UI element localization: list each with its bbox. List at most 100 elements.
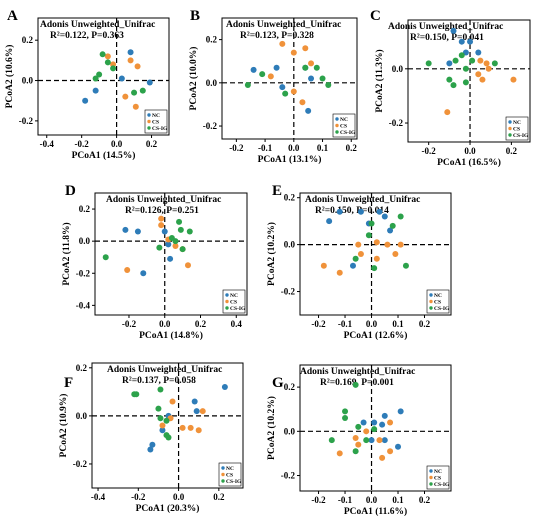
point-cs [308, 60, 315, 67]
x-tick-label: 0.0 [366, 319, 378, 329]
point-nc [381, 213, 388, 220]
point-cs-ig [155, 405, 162, 412]
point-cs-ig [244, 81, 251, 88]
point-cs [355, 241, 362, 248]
point-cs-ig [469, 57, 476, 64]
point-cs-ig [179, 246, 186, 253]
x-tick-label: 0.2 [146, 139, 158, 149]
x-axis-label: PCoA1 (12.6%) [344, 330, 408, 341]
legend-marker-cs [508, 126, 512, 131]
legend-marker-cs [221, 472, 225, 477]
legend-label-nc: NC [230, 293, 238, 299]
point-cs-ig [462, 79, 469, 86]
point-nc [122, 226, 129, 233]
legend-label-cs-ig: CS-IG [513, 133, 529, 139]
point-cs [373, 239, 380, 246]
legend-label-nc: NC [152, 113, 160, 119]
y-tick-label: 0.2 [22, 35, 34, 45]
x-tick-label: -0.1 [338, 319, 353, 329]
y-tick-label: -0.2 [389, 118, 404, 128]
legend-marker-cs [225, 299, 229, 304]
point-nc [92, 87, 99, 94]
point-nc [127, 49, 134, 56]
point-nc [467, 38, 474, 45]
legend-marker-nc [147, 113, 151, 117]
x-tick-label: 0.0 [173, 492, 185, 502]
point-cs-ig [371, 265, 378, 272]
legend-marker-cs-ig [508, 133, 512, 137]
y-tick-label: 0.0 [392, 64, 404, 74]
y-axis-label: PCoA2 (11.8%) [61, 222, 72, 285]
x-axis-label: PCoA1 (16.5%) [437, 157, 501, 168]
y-tick-label: -0.2 [76, 268, 91, 278]
point-nc [336, 208, 343, 215]
legend-label-cs: CS [152, 120, 159, 126]
point-cs [104, 53, 111, 60]
panel-letter: G [272, 375, 284, 391]
point-cs-ig [402, 262, 409, 269]
point-cs [376, 437, 383, 444]
point-cs-ig [99, 51, 106, 58]
point-cs [392, 251, 399, 257]
point-cs-ig [92, 75, 99, 82]
point-nc [368, 437, 375, 444]
point-cs-ig [342, 408, 349, 415]
point-cs-ig [365, 232, 372, 239]
y-tick-label: 0.2 [76, 363, 88, 373]
stat-annotation: R²=0.123, P=0.328 [240, 31, 314, 41]
chart-title: Adonis Unweighted_Unifrac [300, 367, 415, 377]
point-cs-ig [165, 434, 172, 441]
x-tick-label: -0.2 [229, 143, 244, 153]
x-tick-label: -0.2 [122, 319, 137, 329]
legend-marker-nc [221, 466, 225, 470]
legend-label-cs-ig: CS-IG [226, 479, 242, 485]
legend-marker-cs [335, 123, 339, 128]
point-cs [134, 63, 141, 70]
x-axis-label: PCoA1 (20.3%) [136, 503, 200, 514]
x-tick-label: -0.2 [311, 319, 326, 329]
y-axis-label: PCoA2 (10.2%) [266, 222, 277, 286]
legend-marker-nc [508, 120, 512, 124]
chart-title: Adonis Unweighted_Unifrac [40, 20, 155, 30]
point-cs-ig [302, 64, 309, 71]
point-cs-ig [282, 90, 289, 97]
x-tick-label: 0.0 [159, 319, 171, 329]
legend-label-nc: NC [226, 466, 234, 472]
point-nc [146, 79, 153, 86]
legend-label-cs: CS [340, 124, 347, 130]
point-cs-ig [102, 254, 109, 261]
legend-label-nc: NC [340, 117, 348, 123]
chart-title: Adonis Unweighted_Unifrac [388, 22, 503, 32]
y-tick-label: -0.2 [19, 116, 34, 126]
point-cs-ig [491, 60, 498, 67]
legend-label-nc: NC [513, 120, 521, 126]
x-tick-label: 0.0 [288, 143, 300, 153]
legend-label-cs-ig: CS-IG [230, 306, 246, 312]
y-tick-label: 0.0 [284, 240, 296, 250]
point-cs [124, 267, 131, 274]
y-axis-label: PCoA2 (11.3%) [374, 49, 385, 112]
y-tick-label: 0.0 [206, 78, 218, 88]
point-nc [159, 427, 166, 434]
legend-label-cs-ig: CS-IG [340, 130, 356, 136]
legend-marker-cs-ig [221, 479, 225, 483]
legend-marker-cs-ig [225, 306, 229, 310]
x-tick-label: 0.1 [392, 319, 404, 329]
legend-label-nc: NC [434, 469, 442, 475]
point-cs [379, 454, 386, 461]
point-cs [302, 45, 309, 52]
point-nc [381, 437, 388, 444]
point-cs [387, 448, 394, 455]
plot-frame [299, 192, 452, 316]
point-cs [158, 215, 165, 222]
panel-letter: D [65, 183, 76, 199]
point-nc [273, 64, 280, 71]
point-cs [479, 76, 486, 83]
point-cs [475, 71, 482, 78]
point-cs [444, 109, 451, 116]
